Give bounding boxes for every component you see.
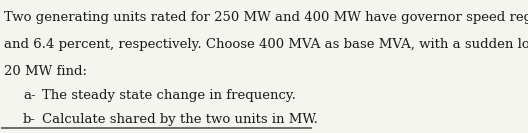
Text: a-: a-: [23, 89, 36, 102]
Text: Calculate shared by the two units in MW.: Calculate shared by the two units in MW.: [42, 113, 317, 126]
Text: 20 MW find:: 20 MW find:: [5, 65, 88, 78]
Text: Two generating units rated for 250 MW and 400 MW have governor speed regulation : Two generating units rated for 250 MW an…: [5, 11, 528, 24]
Text: and 6.4 percent, respectively. Choose 400 MVA as base MVA, with a sudden load in: and 6.4 percent, respectively. Choose 40…: [5, 38, 528, 51]
Text: b-: b-: [23, 113, 36, 126]
Text: The steady state change in frequency.: The steady state change in frequency.: [42, 89, 296, 102]
